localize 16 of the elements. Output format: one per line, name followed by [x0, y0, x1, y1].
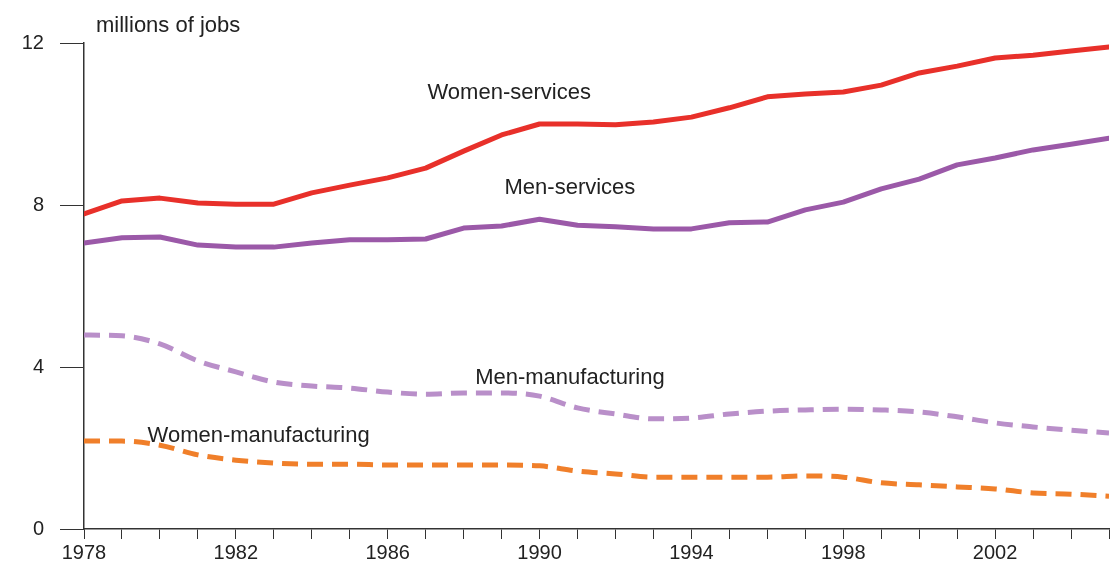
series-label: Men-manufacturing [475, 363, 665, 389]
y-tick-label: 0 [32, 516, 44, 539]
series-label: Women-services [427, 78, 591, 104]
y-tick-label: 12 [21, 30, 44, 53]
x-tick-label: 1986 [365, 540, 410, 563]
y-tick-label: 8 [32, 192, 44, 215]
x-tick-label: 1994 [669, 540, 714, 563]
x-tick-label: 1978 [61, 540, 107, 563]
y-tick-label: 4 [32, 354, 44, 377]
x-tick-label: 2002 [972, 540, 1018, 563]
series-label: Women-manufacturing [147, 421, 370, 447]
x-tick-label: 1998 [821, 540, 866, 563]
x-tick-label: 1982 [213, 540, 259, 563]
y-axis-title: millions of jobs [96, 12, 241, 37]
x-tick-label: 1990 [517, 540, 562, 563]
series-label: Men-services [504, 174, 636, 200]
